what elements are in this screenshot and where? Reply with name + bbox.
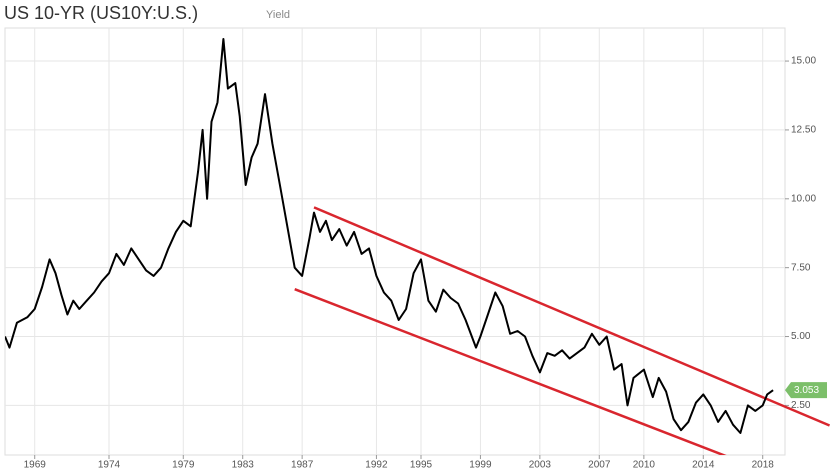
last-value-label: 3.053 — [794, 385, 819, 396]
x-tick-label: 2003 — [529, 460, 552, 471]
y-tick-label: 5.00 — [791, 331, 811, 342]
x-tick-label: 1974 — [98, 460, 121, 471]
x-tick-label: 2007 — [588, 460, 611, 471]
chart-title: US 10-YR (US10Y:U.S.) — [4, 3, 198, 23]
x-tick-label: 1969 — [24, 460, 47, 471]
y-tick-label: 7.50 — [791, 262, 811, 273]
line-series — [5, 38, 774, 434]
x-tick-label: 2014 — [692, 460, 715, 471]
trend-line — [313, 206, 831, 427]
x-tick-label: 2018 — [752, 460, 775, 471]
chart-subtitle: Yield — [266, 9, 290, 21]
x-tick-label: 1979 — [172, 460, 195, 471]
y-tick-label: 15.00 — [791, 56, 816, 67]
y-tick-label: 12.50 — [791, 125, 816, 136]
x-tick-label: 1987 — [291, 460, 314, 471]
plot-area — [5, 38, 831, 455]
last-value-tag — [785, 382, 827, 399]
x-tick-label: 1992 — [365, 460, 388, 471]
x-tick-label: 1999 — [469, 460, 492, 471]
y-tick-label: 2.50 — [791, 400, 811, 411]
y-tick-label: 10.00 — [791, 193, 816, 204]
trend-line — [294, 287, 727, 455]
x-tick-label: 1995 — [410, 460, 433, 471]
x-tick-label: 1983 — [232, 460, 255, 471]
plot-frame — [4, 27, 786, 456]
x-tick-label: 2010 — [633, 460, 656, 471]
